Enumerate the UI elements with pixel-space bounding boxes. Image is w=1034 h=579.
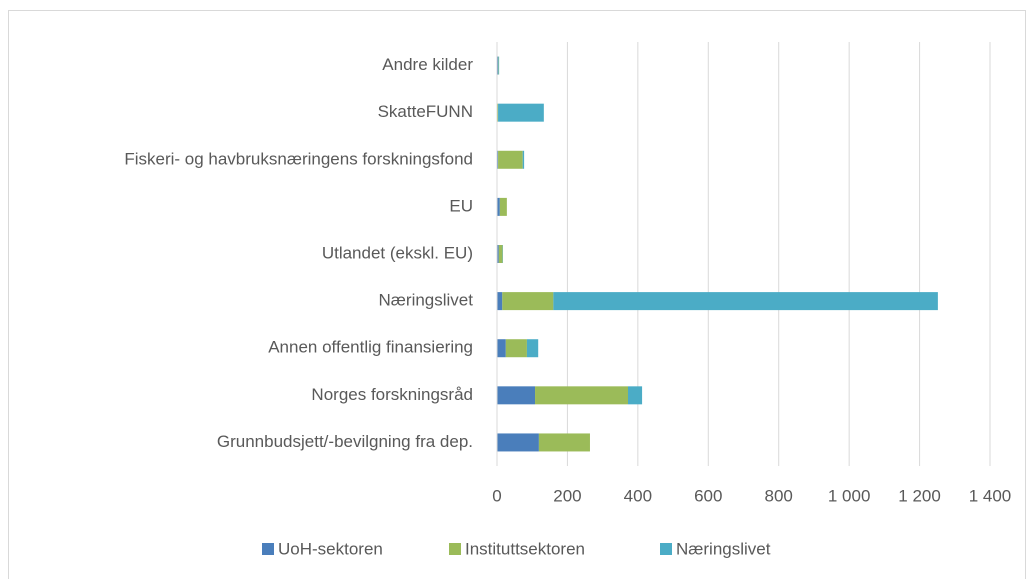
bar-segment [497, 197, 500, 216]
y-tick-label: SkatteFUNN [378, 102, 473, 121]
bar-segment [522, 150, 525, 169]
bar-segment [497, 339, 506, 358]
y-tick-label: Andre kilder [382, 55, 473, 74]
bar-segment [498, 150, 523, 169]
bar-segment [526, 339, 539, 358]
bar-segment [538, 433, 590, 452]
x-tick-label: 1 000 [828, 486, 871, 505]
legend-swatch [449, 543, 461, 555]
y-tick-label: Grunnbudsjett/-bevilgning fra dep. [217, 432, 473, 451]
bar-segment [553, 292, 938, 311]
legend-label: UoH-sektoren [278, 539, 383, 558]
legend-label: Næringslivet [676, 539, 771, 558]
x-tick-label: 1 200 [898, 486, 941, 505]
bar-segment [502, 292, 554, 311]
bar-segment [535, 386, 628, 405]
bar-segment [497, 150, 499, 169]
y-tick-label: Utlandet (ekskl. EU) [322, 243, 473, 262]
bar-segment [499, 197, 507, 216]
bar-segment [627, 386, 643, 405]
y-tick-label: Norges forskningsråd [311, 385, 473, 404]
bar-segment [497, 386, 536, 405]
x-tick-label: 200 [553, 486, 581, 505]
x-tick-label: 600 [694, 486, 722, 505]
x-tick-label: 0 [492, 486, 501, 505]
y-tick-label: Fiskeri- og havbruksnæringens forsknings… [124, 149, 473, 168]
x-tick-label: 800 [765, 486, 793, 505]
bar-segment [497, 433, 539, 452]
legend-swatch [660, 543, 672, 555]
y-tick-label: Annen offentlig finansiering [268, 338, 473, 357]
bar-segment [505, 339, 527, 358]
x-tick-label: 1 400 [969, 486, 1012, 505]
bar-segment [497, 56, 499, 75]
legend-swatch [262, 543, 274, 555]
bar-segment [497, 245, 499, 263]
bar-segment [498, 56, 500, 75]
y-tick-label: EU [449, 196, 473, 215]
y-tick-label: Næringslivet [379, 291, 474, 310]
legend-label: Instituttsektoren [465, 539, 585, 558]
bar-segment [497, 292, 503, 311]
bar-segment [498, 103, 544, 122]
bar-segment [497, 103, 499, 122]
bar-segment [498, 245, 503, 263]
x-tick-label: 400 [624, 486, 652, 505]
